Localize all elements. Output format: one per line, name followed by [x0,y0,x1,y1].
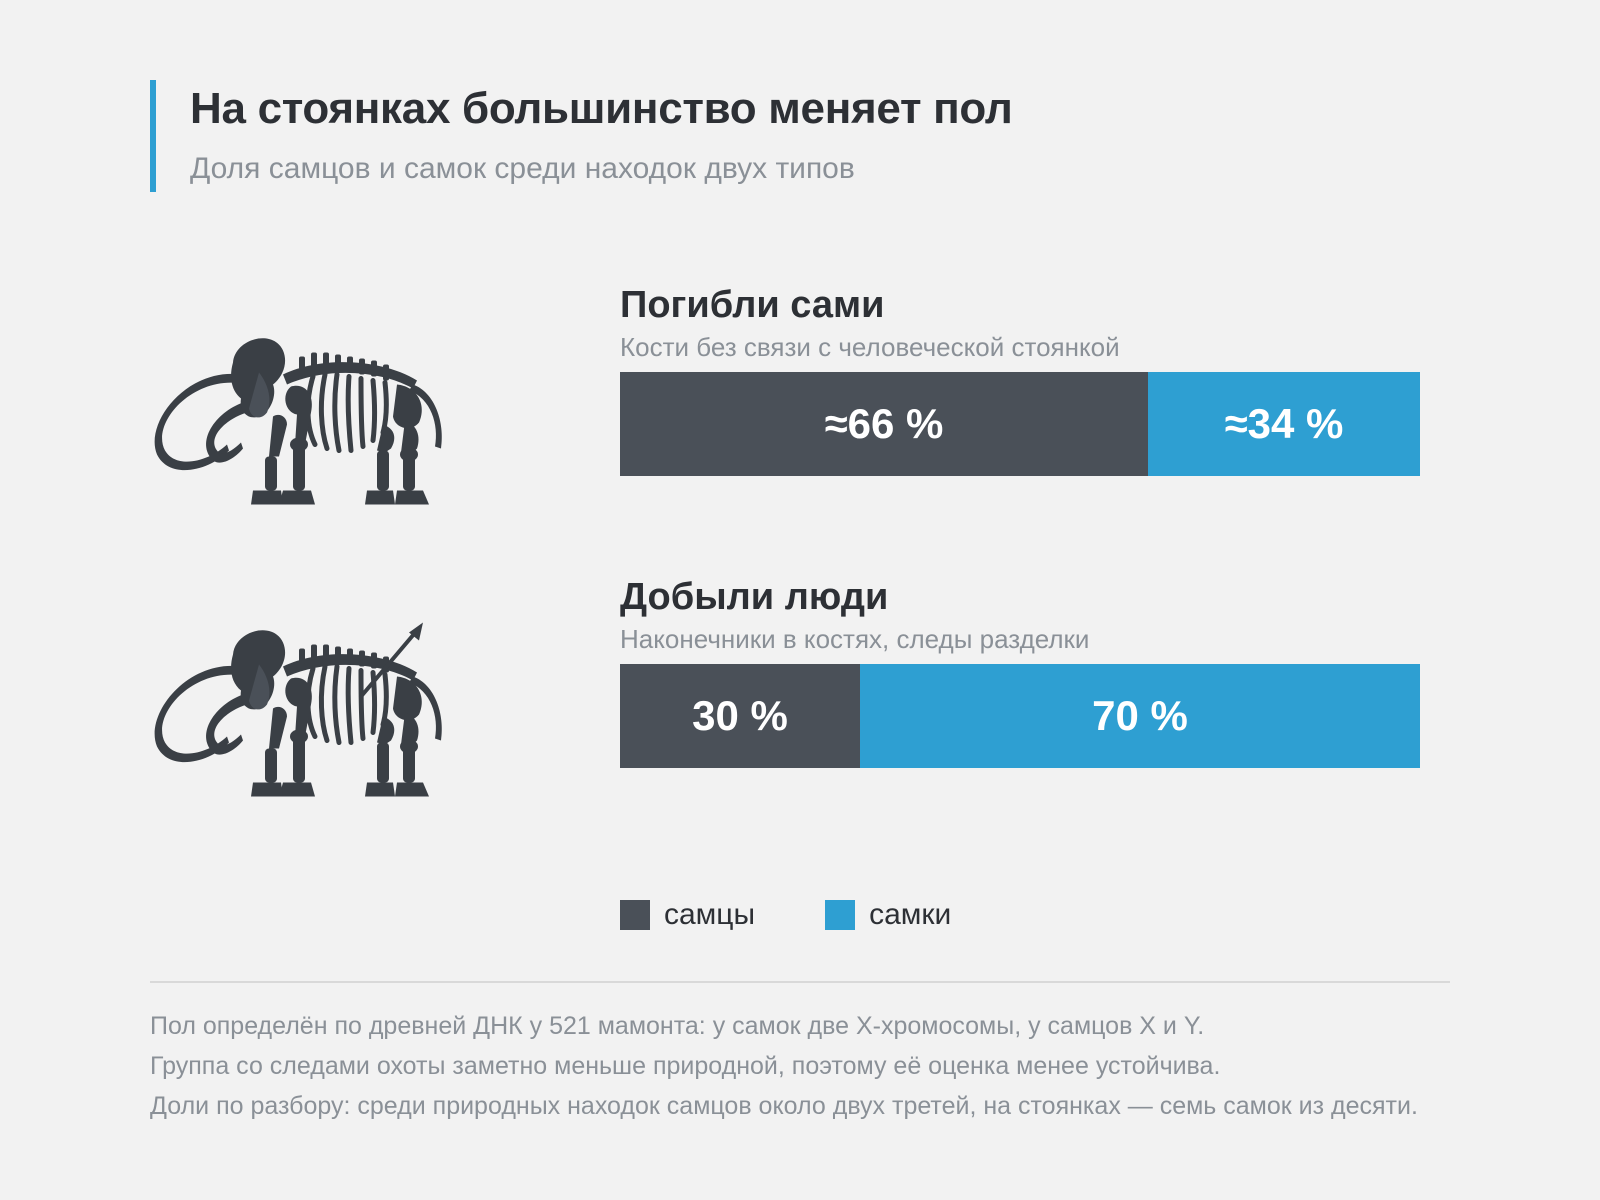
footnote: Пол определён по древней ДНК у 521 мамон… [150,1012,1205,1040]
legend-swatch-male [620,900,650,930]
legend: самцы самки [620,898,1021,932]
footnote: Доли по разбору: среди природных находок… [150,1092,1418,1120]
group-subtitle: Кости без связи с человеческой стоянкой [620,332,1120,362]
legend-swatch-female [825,900,856,930]
bar-segment-male: ≈66 % [620,372,1148,476]
mammoth-skeleton-icon [150,320,450,520]
spear-icon [359,622,423,699]
footnotes: Пол определён по древней ДНК у 521 мамон… [150,1006,1570,1126]
stacked-bar: ≈66 % ≈34 % [620,372,1420,476]
group-title: Погибли сами [620,284,885,326]
group-title: Добыли люди [620,576,889,618]
legend-label-female: самки [869,898,952,931]
legend-item-male: самцы [620,898,755,932]
data-label-male: 30 % [692,692,788,739]
divider [150,981,1450,983]
group-subtitle: Наконечники в костях, следы разделки [620,624,1090,654]
footnote: Группа со следами охоты заметно меньше п… [150,1052,1221,1080]
data-label-male: ≈66 % [824,400,944,447]
legend-label-male: самцы [664,898,756,931]
bar-segment-female: 70 % [860,664,1420,768]
group-natural-death: Погибли сами Кости без связи с человечес… [150,270,1420,530]
group-hunted: Добыли люди Наконечники в костях, следы … [150,562,1420,822]
chart-title: На стоянках большинство меняет пол [190,84,1013,133]
stacked-bar: 30 % 70 % [620,664,1420,768]
bar-segment-male: 30 % [620,664,860,768]
data-label-female: ≈34 % [1224,400,1344,447]
bar-segment-female: ≈34 % [1148,372,1420,476]
chart-header: На стоянках большинство меняет пол Доля … [150,80,1013,192]
chart-subtitle: Доля самцов и самок среди находок двух т… [190,152,855,185]
data-label-female: 70 % [1092,692,1188,739]
legend-item-female: самки [825,898,951,932]
mammoth-skeleton-spear-icon [150,622,450,812]
